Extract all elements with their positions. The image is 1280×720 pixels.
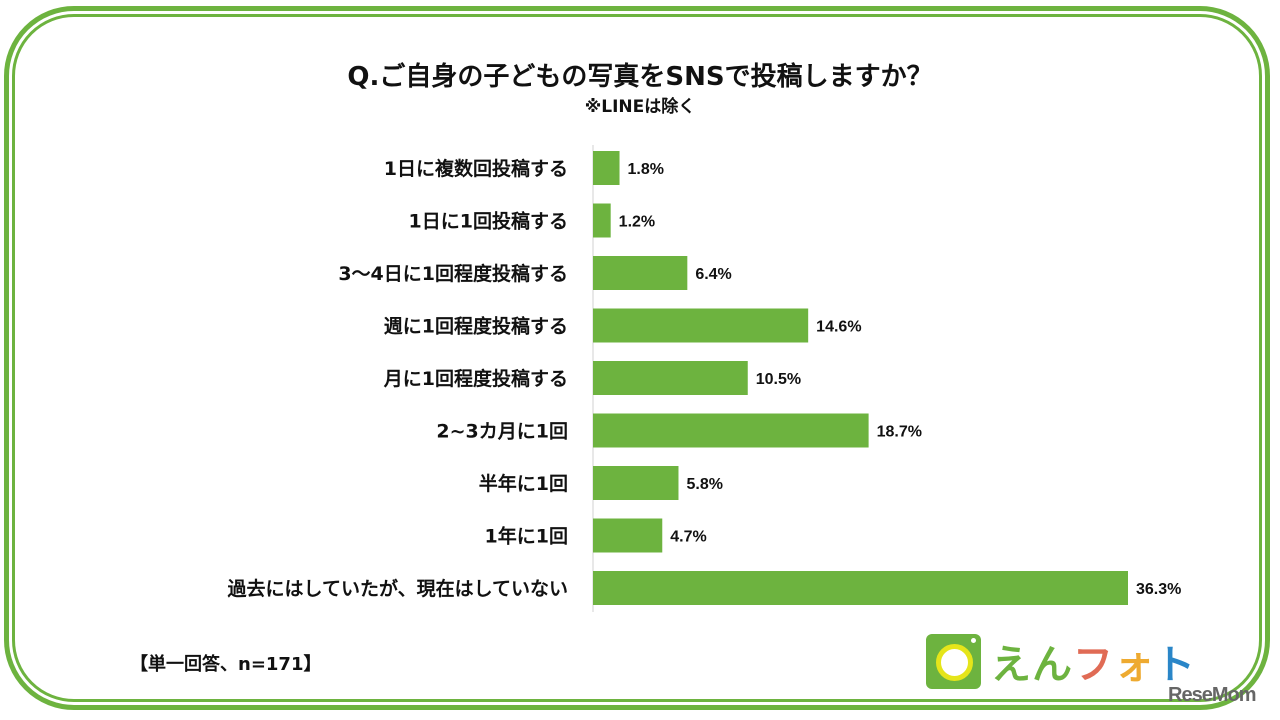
value-label: 1.8%: [628, 161, 664, 178]
resemom-watermark: ReseMom: [1168, 684, 1256, 706]
category-label: 週に1回程度投稿する: [384, 315, 568, 338]
category-label: 2~3カ月に1回: [436, 421, 568, 443]
value-label: 4.7%: [670, 529, 706, 546]
value-label: 6.4%: [695, 266, 731, 283]
logo-char: ん: [1032, 642, 1073, 688]
bar: [593, 256, 688, 290]
camera-icon: [926, 633, 981, 689]
category-label: 月に1回程度投稿する: [383, 367, 568, 390]
value-label: 14.6%: [816, 319, 861, 336]
bar: [593, 466, 679, 500]
value-label: 5.8%: [686, 476, 722, 493]
bar: [593, 308, 809, 343]
logo-char: ォ: [1114, 642, 1155, 688]
logo-char: え: [991, 642, 1032, 688]
value-label: 10.5%: [756, 371, 801, 388]
logo-char: ト: [1155, 642, 1196, 688]
bar: [593, 413, 869, 448]
category-label: 半年に1回: [479, 472, 568, 495]
category-label: 3～4日に1回程度投稿する: [338, 262, 568, 285]
value-label: 36.3%: [1136, 581, 1181, 598]
category-label: 過去にはしていたが、現在はしていない: [228, 577, 568, 600]
value-label: 18.7%: [877, 424, 922, 441]
footnote: 【単一回答、n=171】: [130, 654, 322, 675]
chart-subtitle: ※LINEは除く: [584, 97, 696, 117]
chart-title: Q.ご自身の子どもの写真をSNSで投稿しますか？: [347, 62, 933, 92]
bar: [593, 518, 663, 553]
bar: [593, 361, 748, 395]
category-label: 1日に1回投稿する: [409, 210, 568, 233]
outer-frame: [4, 6, 1270, 710]
logo-text: えんフォト: [991, 632, 1196, 690]
value-label: 1.2%: [619, 214, 655, 231]
bar: [593, 571, 1128, 605]
inner-frame: [12, 14, 1262, 702]
category-label: 1日に複数回投稿する: [384, 157, 568, 180]
enphoto-logo: えんフォト: [926, 632, 1196, 690]
logo-char: フ: [1073, 642, 1114, 688]
bar: [593, 151, 620, 185]
category-label: 1年に1回: [485, 525, 568, 548]
bar: [593, 203, 611, 238]
